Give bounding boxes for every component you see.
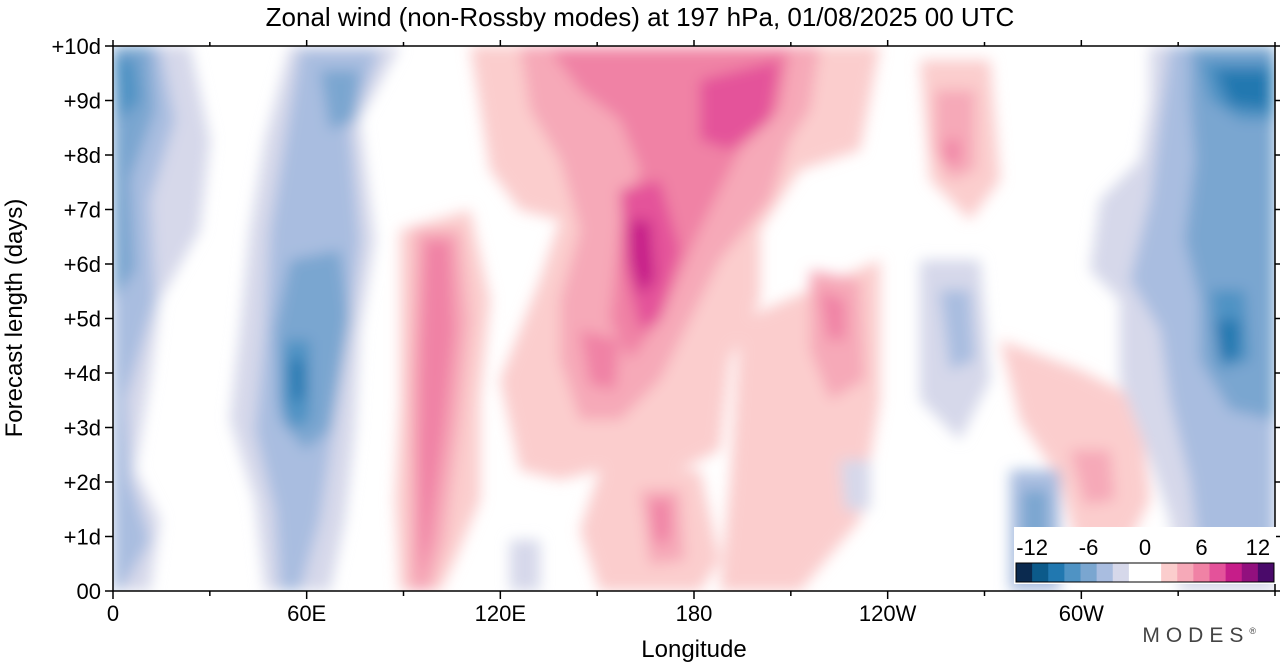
y-axis-title: Forecast length (days) [1,199,28,438]
colorbar-label: 12 [1246,535,1270,560]
colorbar-frame [1015,562,1275,583]
colorbar-swatch [1048,563,1065,582]
modes-logo: MODES® [1142,624,1256,648]
colorbar-swatch [1016,563,1033,582]
colorbar-swatch [1209,563,1227,582]
contour-field [113,46,1275,591]
colorbar-swatch [1225,563,1243,582]
colorbar-swatch [1145,563,1162,582]
colorbar-label: 6 [1195,535,1207,560]
y-tick-label: +8d [64,143,101,168]
colorbar-label: -6 [1079,535,1099,560]
colorbar-swatch [1161,563,1178,582]
contour-negative [1215,320,1240,360]
colorbar-swatch [1257,563,1275,582]
contour-negative [290,360,305,402]
y-tick-label: +1d [64,525,101,550]
chart-title: Zonal wind (non-Rossby modes) at 197 hPa… [265,2,1015,32]
colorbar-swatch [1064,563,1081,582]
contour-positive [945,140,960,165]
logo-text: MODES [1142,624,1250,647]
contour-negative [320,70,360,130]
x-tick-label: 120E [475,601,526,626]
y-axis: 00 +1d +2d +3d +4d +5d +6d +7d +8d +9d +10d [51,34,1280,604]
colorbar: -12 -6 0 6 12 [1014,527,1276,584]
y-tick-label: +6d [64,252,101,277]
colorbar-swatch [1241,563,1259,582]
colorbar-swatch [1096,563,1114,582]
logo-mark: ® [1249,626,1256,636]
y-tick-label: +9d [64,89,101,114]
contour-negative [510,540,540,591]
contour-positive [630,220,655,295]
y-tick-label: +10d [51,34,101,59]
x-axis: 0 60E 120E 180 120W 60W [107,40,1276,626]
colorbar-swatch [1128,563,1146,582]
y-tick-label: +2d [64,470,101,495]
x-tick-label: 180 [676,601,713,626]
contour-positive [580,330,620,390]
contour-positive [820,290,845,340]
x-tick-label: 60E [287,601,326,626]
contour-positive [1070,450,1115,505]
colorbar-swatch [1112,563,1130,582]
x-axis-title: Longitude [641,636,746,663]
contour-positive [700,60,780,150]
colorbar-swatch [1080,563,1098,582]
y-tick-label: +3d [64,416,101,441]
contour-negative [113,56,140,120]
contour-positive [650,500,670,545]
colorbar-label: 0 [1139,535,1151,560]
contour-negative [940,290,975,370]
contour-negative [1185,46,1275,420]
y-tick-label: 00 [77,579,101,604]
contour-negative [1215,70,1270,110]
contour-negative [840,460,870,510]
colorbar-swatch [1177,563,1194,582]
x-tick-label: 120W [859,601,917,626]
colorbar-swatch [1032,563,1049,582]
y-tick-label: +4d [64,361,101,386]
y-tick-label: +5d [64,307,101,332]
colorbar-swatch [1193,563,1210,582]
colorbar-label: -12 [1016,535,1048,560]
x-tick-label: 60W [1059,601,1104,626]
y-tick-label: +7d [64,198,101,223]
contour-positive [418,240,455,580]
x-tick-label: 0 [107,601,119,626]
